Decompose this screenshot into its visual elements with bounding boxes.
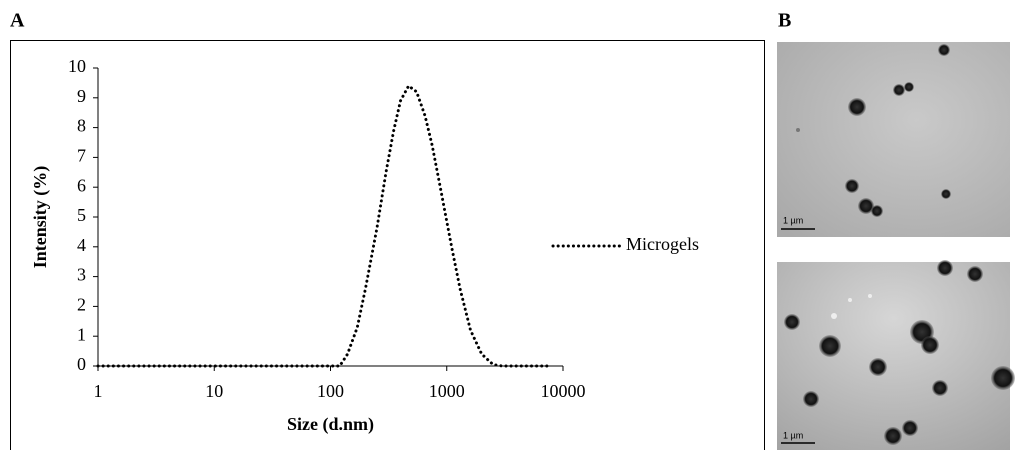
y-tick-label: 9 xyxy=(77,86,86,106)
micrograph: 1 µm xyxy=(777,42,1010,237)
y-tick-label: 6 xyxy=(77,175,86,195)
data-line xyxy=(96,83,554,368)
y-tick-label: 4 xyxy=(77,235,86,255)
y-tick-label: 5 xyxy=(77,205,86,225)
y-tick-label: 7 xyxy=(77,146,86,166)
y-tick-label: 8 xyxy=(77,116,86,136)
x-tick-label: 1000 xyxy=(429,381,465,401)
x-axis-label: Size (d.nm) xyxy=(287,414,374,435)
y-tick-label: 10 xyxy=(68,56,86,76)
x-tick-label: 10 xyxy=(205,381,223,401)
x-tick-label: 100 xyxy=(317,381,344,401)
y-tick-label: 0 xyxy=(77,354,86,374)
panel-label: A xyxy=(10,10,25,32)
x-tick-label: 1 xyxy=(94,381,103,401)
scale-bar-label: 1 µm xyxy=(783,215,803,225)
micrograph: 1 µm xyxy=(777,260,1015,450)
y-tick-label: 3 xyxy=(77,265,86,285)
scale-bar-label: 1 µm xyxy=(783,430,803,440)
legend-label: Microgels xyxy=(626,234,699,254)
x-tick-label: 10000 xyxy=(541,381,586,401)
panel-label: B xyxy=(778,10,791,32)
y-tick-label: 2 xyxy=(77,295,86,315)
chart-frame xyxy=(10,40,765,455)
y-tick-label: 1 xyxy=(77,324,86,344)
y-axis-label: Intensity (%) xyxy=(30,166,51,269)
